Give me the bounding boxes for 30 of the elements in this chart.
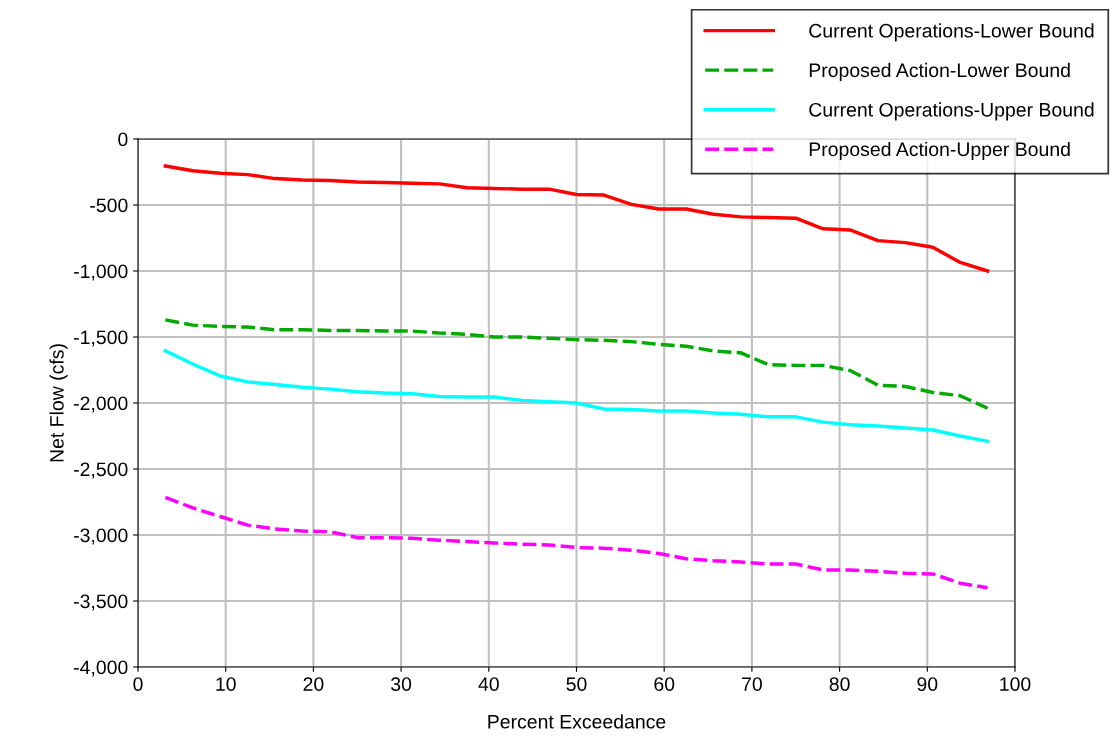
x-tick-label: 0 [133, 677, 143, 691]
x-tick-label: 10 [216, 677, 236, 691]
line-series [163, 349, 990, 444]
y-axis-title: Net Flow (cfs) [49, 344, 68, 462]
y-tick-label: -3,000 [74, 528, 128, 545]
x-tick-label: 20 [303, 677, 324, 691]
y-tick-label: 0 [118, 132, 128, 147]
x-tick-label: 60 [654, 677, 675, 691]
x-tick-label: 80 [829, 677, 850, 691]
y-tick-label: -500 [90, 198, 128, 213]
x-tick-label: 70 [742, 677, 762, 691]
y-tick-label: -1,500 [74, 330, 128, 347]
line-series [163, 164, 990, 273]
legend-label: Proposed Action-Upper Bound [809, 141, 1070, 160]
line-series [163, 318, 990, 411]
x-tick-label: 90 [917, 677, 938, 691]
legend-label: Proposed Action-Lower Bound [809, 62, 1070, 81]
y-tick-label: -4,000 [74, 660, 128, 677]
y-tick-label: -2,000 [74, 396, 128, 413]
legend-label: Current Operations-Upper Bound [809, 102, 1094, 121]
x-tick-label: 50 [566, 677, 587, 691]
x-tick-label: 40 [478, 677, 499, 691]
y-tick-label: -3,500 [74, 594, 128, 611]
x-tick-label: 30 [391, 677, 412, 691]
y-tick-label: -1,000 [74, 264, 128, 281]
y-tick-label: -2,500 [74, 462, 128, 479]
legend-label: Current Operations-Lower Bound [809, 23, 1094, 42]
x-tick-label: 100 [1000, 677, 1031, 691]
x-axis-title: Percent Exceedance [488, 714, 666, 729]
line-series [163, 495, 990, 590]
